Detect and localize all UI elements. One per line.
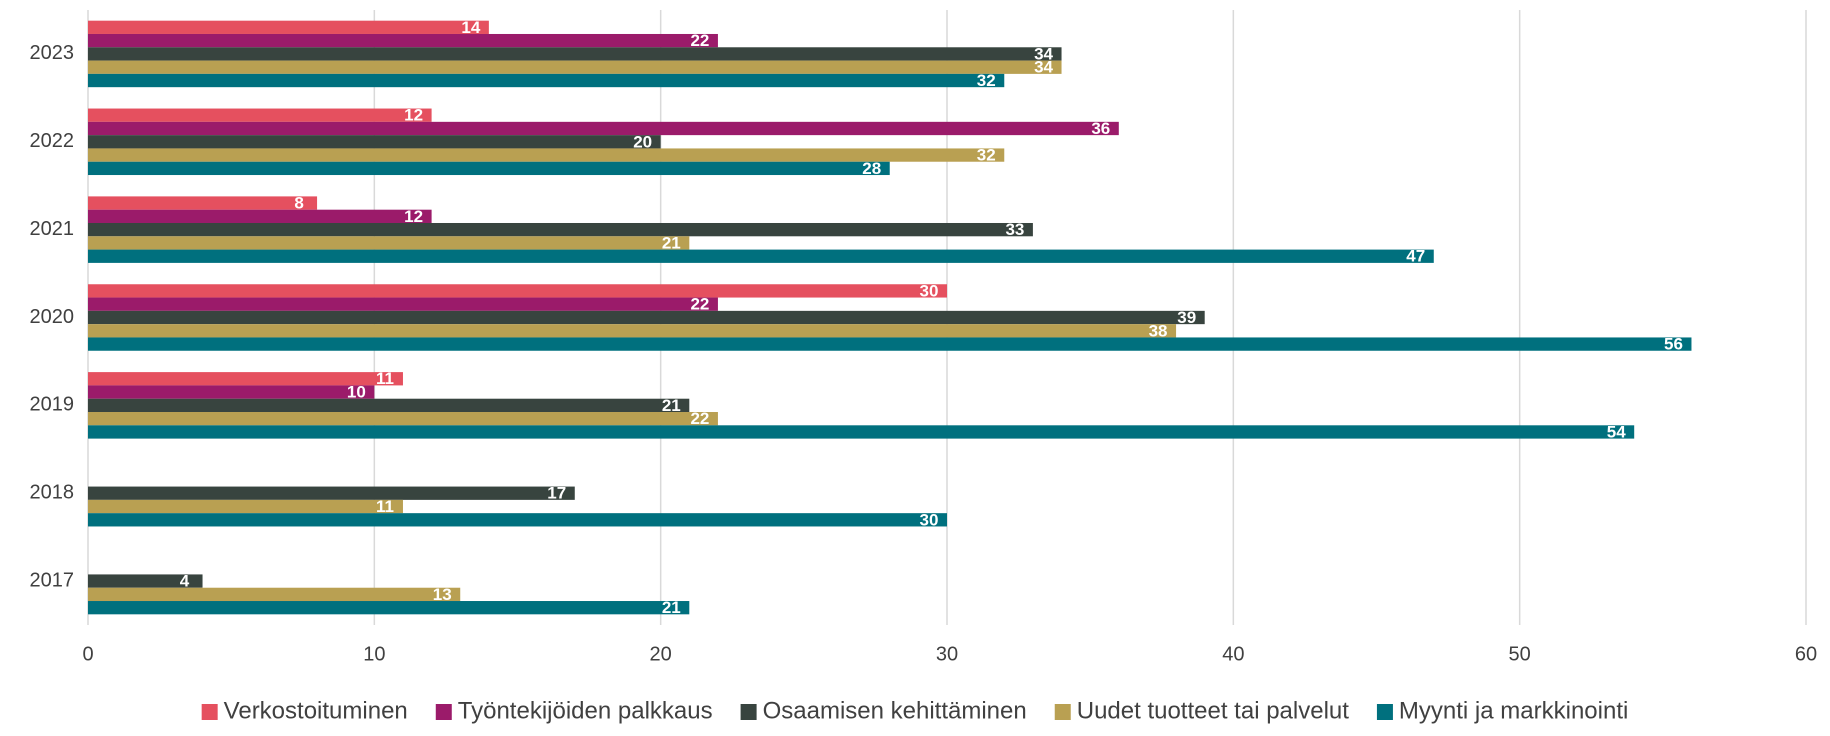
bar bbox=[88, 412, 718, 426]
data-label: 21 bbox=[662, 396, 681, 415]
bar bbox=[88, 337, 1692, 351]
bar bbox=[88, 372, 403, 386]
bar bbox=[88, 222, 1033, 237]
y-tick-label: 2022 bbox=[30, 130, 75, 152]
bar bbox=[88, 324, 1177, 338]
data-label: 22 bbox=[690, 31, 709, 50]
y-tick-label: 2019 bbox=[30, 394, 75, 416]
data-label: 38 bbox=[1149, 321, 1168, 340]
data-label: 22 bbox=[690, 295, 709, 314]
x-tick-label: 20 bbox=[650, 643, 672, 665]
bar bbox=[88, 310, 1205, 325]
data-label: 21 bbox=[662, 233, 681, 252]
data-label: 28 bbox=[862, 159, 881, 178]
bar bbox=[88, 297, 718, 311]
legend-label: Työntekijöiden palkkaus bbox=[458, 697, 713, 724]
x-tick-label: 40 bbox=[1222, 643, 1244, 665]
bar bbox=[88, 33, 718, 48]
legend-swatch bbox=[1054, 704, 1071, 720]
data-label: 36 bbox=[1091, 119, 1110, 138]
bar bbox=[88, 398, 690, 413]
bar bbox=[88, 574, 203, 588]
bar bbox=[88, 284, 947, 298]
x-tick-label: 50 bbox=[1509, 643, 1531, 665]
bar bbox=[88, 108, 432, 122]
x-tick-label: 10 bbox=[363, 643, 385, 665]
legend-swatch bbox=[435, 704, 452, 720]
data-label: 33 bbox=[1005, 220, 1024, 239]
data-label: 30 bbox=[920, 281, 939, 300]
data-label: 32 bbox=[977, 146, 996, 165]
legend-label: Myynti ja markkinointi bbox=[1399, 697, 1628, 724]
data-label: 22 bbox=[690, 409, 709, 428]
legend-swatch bbox=[201, 704, 218, 720]
y-tick-label: 2020 bbox=[30, 306, 75, 328]
bar bbox=[88, 20, 489, 34]
bar bbox=[88, 196, 318, 210]
data-label: 20 bbox=[633, 132, 652, 151]
data-label: 4 bbox=[180, 572, 190, 591]
data-label: 11 bbox=[376, 497, 394, 516]
bar bbox=[88, 249, 1434, 263]
data-label: 32 bbox=[977, 71, 996, 90]
y-tick-label: 2017 bbox=[30, 569, 75, 591]
bar bbox=[88, 587, 461, 602]
x-tick-label: 0 bbox=[82, 643, 93, 665]
bar bbox=[88, 486, 575, 500]
data-label: 12 bbox=[404, 106, 423, 125]
data-label: 13 bbox=[433, 585, 452, 604]
bar bbox=[88, 499, 403, 514]
bar bbox=[88, 236, 690, 250]
data-label: 39 bbox=[1177, 308, 1196, 327]
data-label: 56 bbox=[1664, 335, 1683, 354]
y-tick-label: 2018 bbox=[30, 481, 75, 503]
bar bbox=[88, 121, 1119, 136]
x-tick-label: 30 bbox=[936, 643, 958, 665]
legend-label: Verkostoituminen bbox=[224, 697, 408, 724]
bar bbox=[88, 513, 947, 527]
data-label: 8 bbox=[294, 194, 303, 213]
bar bbox=[88, 601, 690, 615]
bar bbox=[88, 47, 1062, 61]
y-tick-label: 2023 bbox=[30, 42, 75, 64]
data-label: 21 bbox=[662, 598, 681, 617]
data-label: 34 bbox=[1034, 44, 1053, 63]
bar bbox=[88, 135, 661, 149]
bar bbox=[88, 385, 375, 399]
legend-swatch bbox=[1376, 704, 1393, 720]
legend-label: Osaamisen kehittäminen bbox=[763, 697, 1027, 724]
bar bbox=[88, 148, 1005, 162]
bar bbox=[88, 60, 1062, 74]
legend-label: Uudet tuotteet tai palvelut bbox=[1077, 697, 1350, 724]
data-label: 30 bbox=[920, 510, 939, 529]
y-tick-label: 2021 bbox=[30, 218, 75, 240]
data-label: 12 bbox=[404, 207, 423, 226]
data-label: 17 bbox=[547, 484, 566, 503]
data-label: 14 bbox=[461, 18, 480, 37]
data-label: 10 bbox=[347, 383, 366, 402]
data-label: 11 bbox=[376, 369, 394, 388]
bar bbox=[88, 73, 1005, 88]
x-tick-label: 60 bbox=[1795, 643, 1817, 665]
data-label: 54 bbox=[1607, 422, 1626, 441]
data-label: 34 bbox=[1034, 58, 1053, 77]
bar bbox=[88, 161, 890, 176]
legend-swatch bbox=[740, 704, 757, 720]
bar bbox=[88, 209, 432, 223]
data-label: 47 bbox=[1406, 247, 1425, 266]
bar bbox=[88, 425, 1635, 439]
